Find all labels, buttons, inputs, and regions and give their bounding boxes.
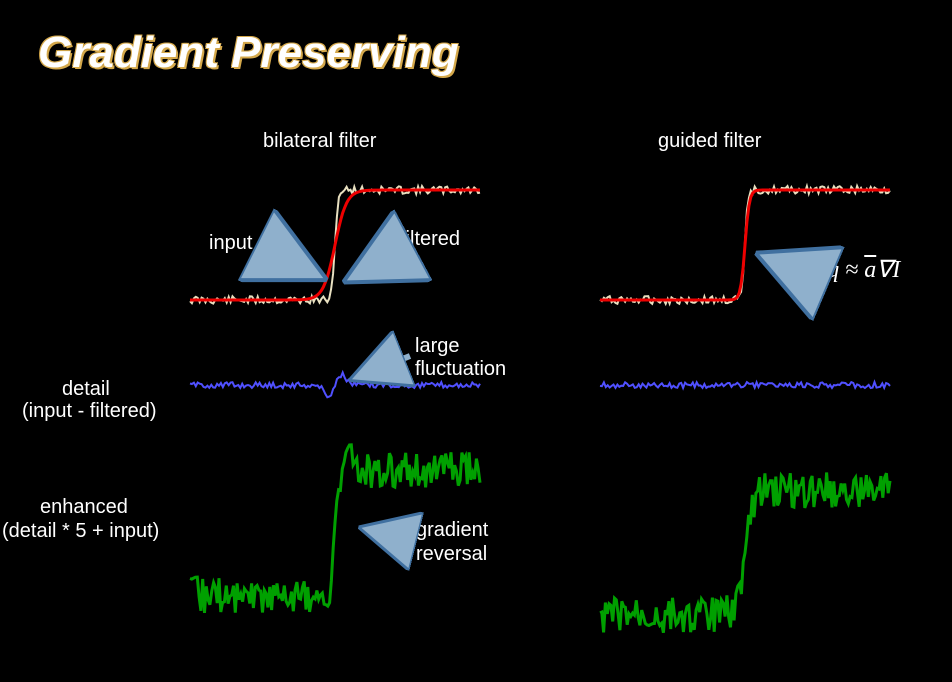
arrow-input — [263, 248, 313, 273]
arrow-filtered — [357, 252, 400, 275]
plot-canvas — [0, 0, 952, 682]
arrow-fluctuation — [360, 356, 410, 376]
arrow-equation — [770, 259, 803, 273]
arrow-reversal — [370, 530, 410, 540]
